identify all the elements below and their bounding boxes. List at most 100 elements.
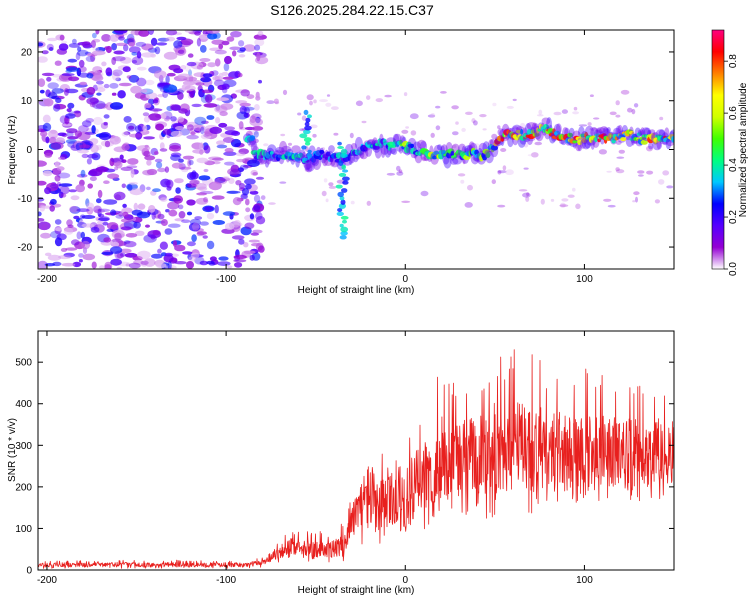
spectrogram-noise-cell — [226, 36, 235, 42]
spectrogram-noise-cell — [150, 37, 158, 47]
spectrogram-signal-halo — [303, 158, 311, 171]
spectrogram-noise-cell — [162, 90, 169, 98]
spectrogram-noise-cell — [148, 205, 156, 213]
spectrogram-noise-cell — [135, 41, 147, 47]
spectrogram-noise-cell — [430, 113, 436, 118]
spectrogram-noise-cell — [482, 128, 487, 131]
spectrogram-noise-cell — [331, 106, 339, 110]
spectrogram-noise-cell — [157, 213, 165, 220]
spectrogram-noise-cell — [140, 260, 149, 265]
spectrogram-noise-cell — [166, 72, 176, 77]
spectrogram-noise-cell — [85, 55, 95, 63]
spectrogram-noise-cell — [170, 154, 181, 161]
spectrogram-noise-cell — [165, 209, 170, 213]
spectrogram-noise-cell — [598, 149, 608, 155]
spectrogram-noise-cell — [76, 231, 82, 240]
spectrogram-noise-cell — [464, 202, 473, 208]
spectrogram-noise-cell — [136, 66, 147, 71]
spectrogram-noise-cell — [211, 70, 219, 76]
spectrogram-noise-cell — [233, 254, 247, 260]
spectrogram-noise-cell — [152, 188, 161, 193]
spectrogram-noise-cell — [109, 34, 120, 42]
spectrogram-noise-cell — [186, 261, 194, 269]
spectrogram-noise-cell — [116, 266, 122, 269]
spectrogram-noise-cell — [157, 167, 167, 173]
spectrogram-signal-halo — [391, 148, 398, 155]
spectrogram-signal-halo — [596, 127, 606, 134]
spectrogram-noise-cell — [81, 215, 96, 219]
spectrogram-noise-cell — [113, 50, 125, 55]
spectrogram-noise-cell — [646, 170, 654, 175]
spectrogram-noise-cell — [186, 134, 199, 140]
spectrogram-noise-cell — [47, 254, 62, 261]
spectrogram-noise-cell — [160, 197, 168, 203]
spectrogram-noise-cell — [111, 57, 117, 65]
spectrogram-signal-cell — [572, 140, 578, 144]
spectrogram-noise-cell — [78, 259, 83, 263]
spectrogram-noise-cell — [221, 71, 229, 76]
spectrogram-noise-cell — [137, 203, 146, 210]
spectrogram-noise-cell — [384, 94, 392, 98]
spectrogram-noise-cell — [237, 72, 243, 78]
spectrogram-signal-cell — [305, 117, 311, 123]
spectrogram-noise-cell — [81, 120, 92, 128]
spectrogram-noise-cell — [355, 100, 363, 107]
snr-y-tick-label: 0 — [26, 566, 32, 577]
spectrogram-noise-cell — [196, 37, 201, 47]
spectrogram-noise-cell — [333, 132, 339, 136]
spectrogram-noise-cell — [121, 183, 127, 189]
spectrogram-noise-cell — [238, 121, 244, 130]
spectrogram-noise-cell — [170, 130, 183, 138]
spectrogram-noise-cell — [266, 100, 275, 104]
spectrogram-noise-cell — [201, 89, 214, 94]
spectrogram-noise-cell — [618, 149, 625, 154]
spectrogram-noise-cell — [90, 144, 99, 153]
spectrogram-signal-cell — [336, 211, 344, 216]
spectrogram-noise-cell — [130, 169, 135, 178]
spectrogram-noise-cell — [491, 179, 496, 185]
spectrogram-noise-cell — [50, 142, 64, 150]
spectrogram-y-tick-label: 0 — [26, 145, 32, 156]
spectrogram-noise-cell — [115, 161, 123, 169]
spectrogram-signal-halo — [449, 157, 459, 165]
spectrogram-noise-cell — [154, 158, 163, 163]
spectrogram-noise-cell — [152, 99, 159, 104]
spectrogram-noise-cell — [196, 64, 204, 70]
spectrogram-noise-cell — [616, 156, 625, 159]
spectrogram-noise-cell — [609, 111, 617, 116]
spectrogram-signal-halo — [546, 117, 552, 131]
spectrogram-noise-cell — [79, 66, 87, 73]
spectrogram-signal-cell — [520, 128, 524, 135]
spectrogram-signal-cell — [410, 143, 414, 149]
spectrogram-noise-cell — [66, 108, 72, 113]
spectrogram-noise-cell — [313, 99, 317, 104]
spectrogram-noise-cell — [200, 45, 207, 53]
spectrogram-signal-cell — [432, 155, 438, 160]
spectrogram-noise-cell — [54, 237, 63, 247]
spectrogram-noise-cell — [98, 213, 105, 218]
spectrogram-signal-cell — [304, 121, 310, 127]
spectrogram-noise-cell — [148, 113, 162, 121]
spectrogram-x-ticks: -200 -100 0 100 — [37, 30, 593, 285]
spectrogram-y-axis-title: Frequency (Hz) — [7, 116, 18, 185]
spectrogram-noise-cell — [212, 220, 225, 225]
spectrogram-noise-cell — [181, 168, 189, 173]
spectrogram-noise-cell — [188, 159, 194, 166]
spectrogram-noise-cell — [186, 199, 196, 206]
spectrogram-y-tick-label: 10 — [21, 96, 33, 107]
spectrogram-noise-cell — [122, 203, 127, 208]
spectrogram-noise-cell — [134, 30, 141, 36]
spectrogram-noise-cell — [606, 170, 612, 173]
spectrogram-noise-cell — [244, 178, 256, 185]
spectrogram-noise-cell — [155, 123, 165, 131]
spectrogram-noise-cell — [255, 91, 260, 99]
spectrogram-noise-cell — [69, 206, 81, 214]
snr-x-tick-label: 0 — [402, 575, 408, 586]
spectrogram-noise-cell — [69, 205, 79, 213]
spectrogram-noise-cell — [202, 235, 208, 239]
spectrogram-y-tick-label: 20 — [21, 47, 33, 58]
spectrogram-noise-cell — [123, 240, 137, 248]
spectrogram-noise-cell — [48, 129, 59, 139]
spectrogram-signal-cell — [340, 231, 348, 236]
spectrogram-noise-cell — [63, 227, 74, 235]
